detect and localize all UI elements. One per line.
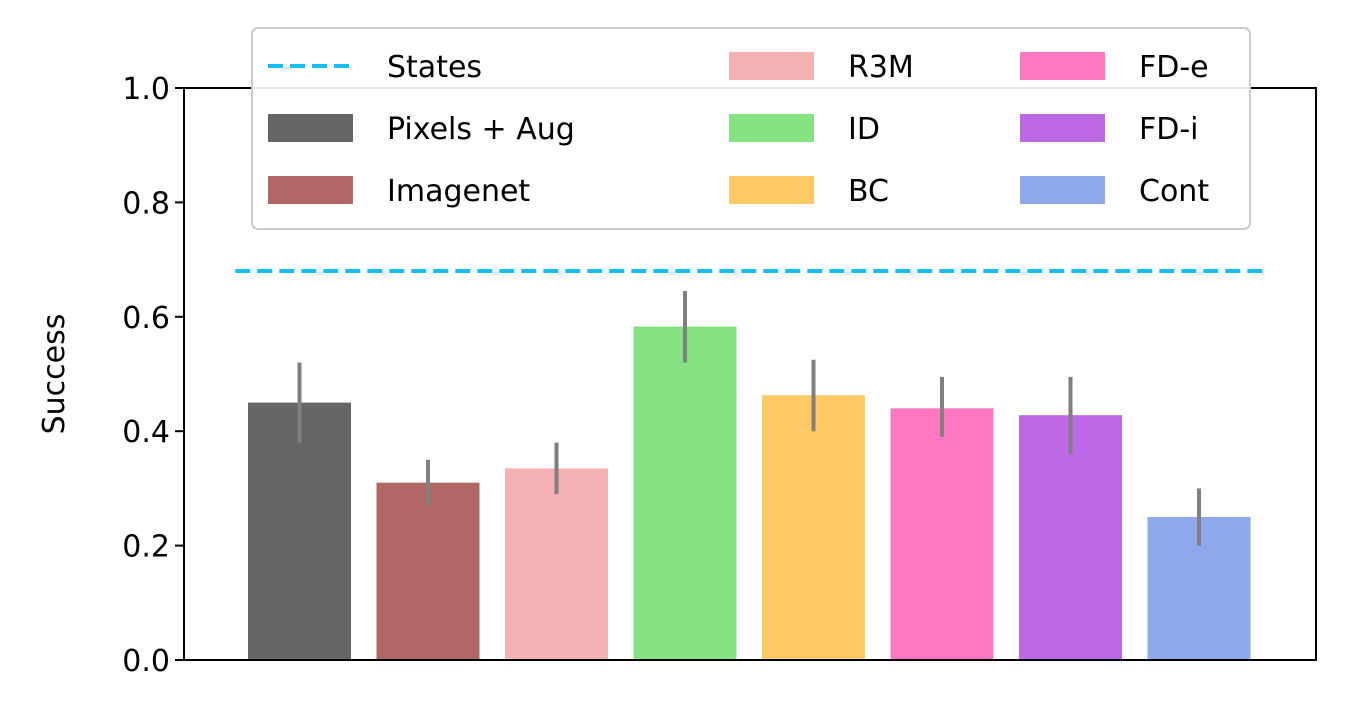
bar-pixels-aug — [248, 402, 351, 660]
bar-imagenet — [376, 482, 480, 660]
y-axis: 0.0 0.2 0.4 0.6 0.8 1.0 — [122, 72, 184, 679]
legend-swatch-pixels-aug — [268, 114, 353, 142]
legend-swatch-imagenet — [268, 176, 353, 204]
bar-r3m — [505, 468, 608, 660]
legend-label-states: States — [387, 50, 482, 85]
legend-label-fd-i: FD-i — [1139, 112, 1199, 147]
legend-swatch-fd-i — [1020, 114, 1105, 142]
bar-fd-i — [1019, 415, 1122, 660]
y-tick-label: 0.6 — [122, 301, 170, 336]
legend: States Pixels + Aug Imagenet R3M ID BC FD-e FD-… — [251, 27, 1251, 230]
bars-layer — [248, 326, 1251, 660]
legend-swatch-r3m — [729, 52, 814, 80]
legend-label-pixels-aug: Pixels + Aug — [387, 112, 575, 147]
error-bars-layer — [297, 291, 1201, 546]
y-axis-label: Success — [37, 314, 72, 435]
legend-label-r3m: R3M — [848, 50, 914, 85]
legend-swatch-cont — [1020, 176, 1105, 204]
legend-swatch-fd-e — [1020, 52, 1105, 80]
legend-label-id: ID — [848, 112, 880, 147]
legend-swatch-bc — [729, 176, 814, 204]
bar-fd-e — [890, 408, 994, 660]
legend-label-bc: BC — [848, 174, 889, 209]
y-tick-label: 0.2 — [122, 530, 170, 565]
y-tick-label: 0.4 — [122, 415, 170, 450]
legend-swatch-id — [729, 114, 814, 142]
y-tick-label: 0.0 — [122, 644, 170, 679]
bar-id — [633, 326, 737, 660]
legend-label-fd-e: FD-e — [1139, 50, 1209, 85]
legend-label-imagenet: Imagenet — [387, 174, 530, 209]
y-tick-label: 1.0 — [122, 72, 170, 107]
legend-label-cont: Cont — [1139, 174, 1209, 209]
bar-bc — [762, 395, 865, 660]
y-tick-label: 0.8 — [122, 186, 170, 221]
